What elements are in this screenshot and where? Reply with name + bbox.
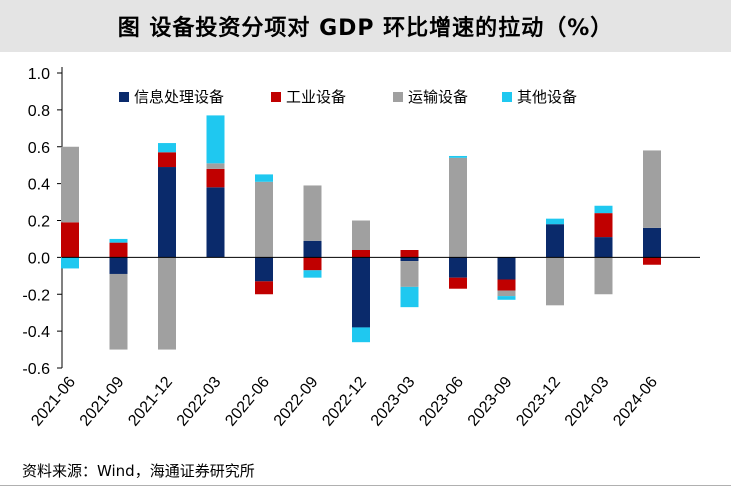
- bar-segment: [594, 205, 613, 214]
- bar-segment: [643, 150, 661, 228]
- bar-segment: [546, 257, 564, 306]
- bar-segment: [158, 152, 176, 168]
- bar-segment: [497, 279, 516, 291]
- bar-group: [61, 115, 661, 350]
- legend-label: 信息处理设备: [134, 88, 224, 106]
- x-tick-label: 2021-09: [77, 374, 128, 430]
- bar-segment: [303, 270, 322, 278]
- stacked-bar-chart: 1.00.80.60.40.20.0-0.2-0.4-0.6 2021-0620…: [22, 66, 700, 430]
- x-tick-label: 2022-12: [319, 374, 370, 430]
- bar-segment: [352, 257, 370, 328]
- legend-swatch: [271, 92, 281, 102]
- bar-segment: [303, 185, 322, 241]
- bar-segment: [303, 240, 322, 258]
- y-tick-label: 1.0: [28, 66, 50, 83]
- bar-segment: [109, 257, 128, 274]
- bar-segment: [109, 273, 128, 350]
- bar-segment: [158, 143, 176, 153]
- bar-segment: [255, 174, 273, 182]
- bar-segment: [546, 218, 564, 225]
- bar-segment: [206, 115, 225, 164]
- bar-segment: [497, 257, 516, 280]
- x-tick-label: 2023-09: [465, 374, 516, 430]
- bar-segment: [61, 146, 79, 223]
- bar-segment: [594, 213, 613, 238]
- y-tick-label: -0.4: [22, 324, 50, 341]
- bar-segment: [109, 242, 128, 258]
- y-tick-label: 0.0: [28, 250, 50, 267]
- bar-segment: [352, 327, 370, 343]
- x-tick-label: 2024-06: [610, 374, 661, 430]
- bar-segment: [449, 155, 467, 158]
- legend-swatch: [393, 92, 403, 102]
- bar-segment: [158, 257, 176, 350]
- bar-segment: [400, 286, 419, 308]
- x-tick-label: 2024-03: [562, 374, 613, 430]
- bar-segment: [449, 257, 467, 278]
- chart-title-bar: 图 设备投资分项对 GDP 环比增速的拉动（%）: [0, 0, 731, 52]
- bar-segment: [255, 257, 273, 282]
- bar-segment: [400, 261, 419, 287]
- bar-segment: [594, 237, 613, 258]
- bar-segment: [206, 163, 225, 169]
- bar-segment: [255, 181, 273, 258]
- bar-segment: [352, 250, 370, 258]
- bar-segment: [546, 224, 564, 258]
- bar-segment: [158, 167, 176, 258]
- bar-segment: [352, 220, 370, 250]
- legend-label: 其他设备: [517, 88, 577, 106]
- x-tick-label: 2022-09: [271, 374, 322, 430]
- x-tick-label: 2021-06: [28, 374, 79, 430]
- legend-swatch: [119, 92, 129, 102]
- bar-segment: [497, 296, 516, 300]
- x-tick-label: 2023-03: [368, 374, 419, 430]
- bar-segment: [303, 257, 322, 271]
- legend-swatch: [502, 92, 512, 102]
- y-tick-label: 0.2: [28, 214, 50, 231]
- bar-segment: [400, 257, 419, 262]
- bar-segment: [206, 168, 225, 188]
- legend-label: 工业设备: [286, 88, 346, 106]
- bar-segment: [643, 227, 661, 258]
- legend: 信息处理设备 工业设备 运输设备 其他设备: [119, 88, 577, 106]
- bar-segment: [61, 257, 79, 269]
- y-axis: 1.0 0.8 0.6 0.4 0.2 0.0 -0.2 -0.4 -0.6: [22, 66, 63, 378]
- x-tick-label: 2022-03: [174, 374, 225, 430]
- bar-segment: [449, 277, 467, 289]
- x-tick-label: 2023-12: [513, 374, 564, 430]
- x-tick-label: 2023-06: [416, 374, 467, 430]
- y-tick-label: 0.6: [28, 140, 50, 157]
- bar-segment: [497, 290, 516, 297]
- chart-title: 图 设备投资分项对 GDP 环比增速的拉动（%）: [117, 16, 614, 41]
- bar-segment: [400, 250, 419, 258]
- bar-segment: [255, 281, 273, 295]
- x-tick-label: 2022-06: [222, 374, 273, 430]
- bar-segment: [594, 257, 613, 295]
- bar-segment: [206, 187, 225, 258]
- bar-segment: [449, 157, 467, 258]
- bar-segment: [643, 257, 661, 265]
- y-tick-label: -0.6: [22, 361, 50, 378]
- y-tick-label: 0.8: [28, 103, 50, 120]
- legend-label: 运输设备: [408, 88, 468, 106]
- y-tick-label: 0.4: [28, 177, 50, 194]
- bar-segment: [61, 222, 79, 258]
- y-tick-label: -0.2: [22, 287, 50, 304]
- x-tick-label: 2021-12: [125, 374, 176, 430]
- bar-segment: [109, 238, 128, 243]
- bottom-divider: [0, 485, 731, 486]
- source-note: 资料来源：Wind，海通证券研究所: [22, 462, 255, 480]
